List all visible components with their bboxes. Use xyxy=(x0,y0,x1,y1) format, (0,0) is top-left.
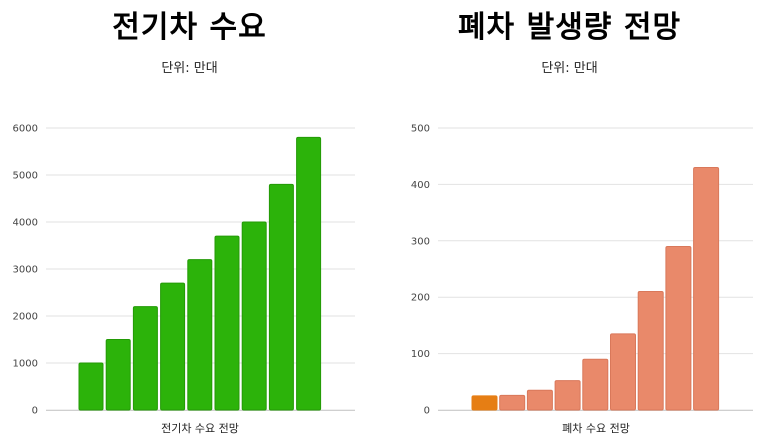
chart-title: 전기차 수요 xyxy=(112,10,267,45)
y-tick-label: 2000 xyxy=(13,312,38,323)
y-tick-label: 0 xyxy=(32,406,38,417)
y-tick-label: 300 xyxy=(411,236,430,247)
chart-subtitle: 단위: 만대 xyxy=(161,61,218,76)
y-tick-label: 0 xyxy=(424,406,430,417)
bar xyxy=(582,358,609,411)
x-axis-label: 전기차 수요 전망 xyxy=(161,422,239,435)
bar xyxy=(471,395,498,411)
y-tick-label: 5000 xyxy=(13,171,38,182)
chart-title: 폐차 발생량 전망 xyxy=(457,10,682,45)
y-tick-label: 4000 xyxy=(13,218,38,229)
x-axis-label: 폐차 수요 전망 xyxy=(562,422,630,435)
bar xyxy=(526,389,553,411)
bar xyxy=(187,259,213,411)
y-tick-label: 400 xyxy=(411,180,430,191)
bar xyxy=(132,306,158,411)
y-tick-label: 1000 xyxy=(13,359,38,370)
bar xyxy=(554,380,581,411)
ev-demand-chart: 0 1000 2000 3000 4000 5000 6000 전기차 수요 전망 xyxy=(13,124,355,435)
bar xyxy=(241,221,267,411)
bar xyxy=(499,394,526,411)
y-tick-label: 6000 xyxy=(13,124,38,135)
scrap-volume-chart: 0 100 200 300 400 500 폐차 수요 전망 xyxy=(411,124,753,435)
bar xyxy=(693,166,720,411)
y-tick-label: 200 xyxy=(411,293,430,304)
y-tick-label: 3000 xyxy=(13,265,38,276)
bar xyxy=(610,333,636,411)
bar xyxy=(637,291,664,411)
bar xyxy=(268,183,294,411)
bar xyxy=(105,339,131,411)
ev-demand-panel: 전기차 수요 단위: 만대 0 1000 2000 3000 4000 5000 6000 전… xyxy=(0,0,379,446)
chart-subtitle: 단위: 만대 xyxy=(541,61,598,76)
y-tick-label: 500 xyxy=(411,124,430,135)
bar xyxy=(296,136,322,411)
scrap-volume-panel: 폐차 발생량 전망 단위: 만대 0 100 200 300 400 500 폐차 수요 전… xyxy=(380,0,759,446)
bar xyxy=(78,362,104,411)
bar xyxy=(160,282,186,411)
bar xyxy=(214,235,240,411)
bar xyxy=(665,245,692,411)
y-tick-label: 100 xyxy=(411,349,430,360)
